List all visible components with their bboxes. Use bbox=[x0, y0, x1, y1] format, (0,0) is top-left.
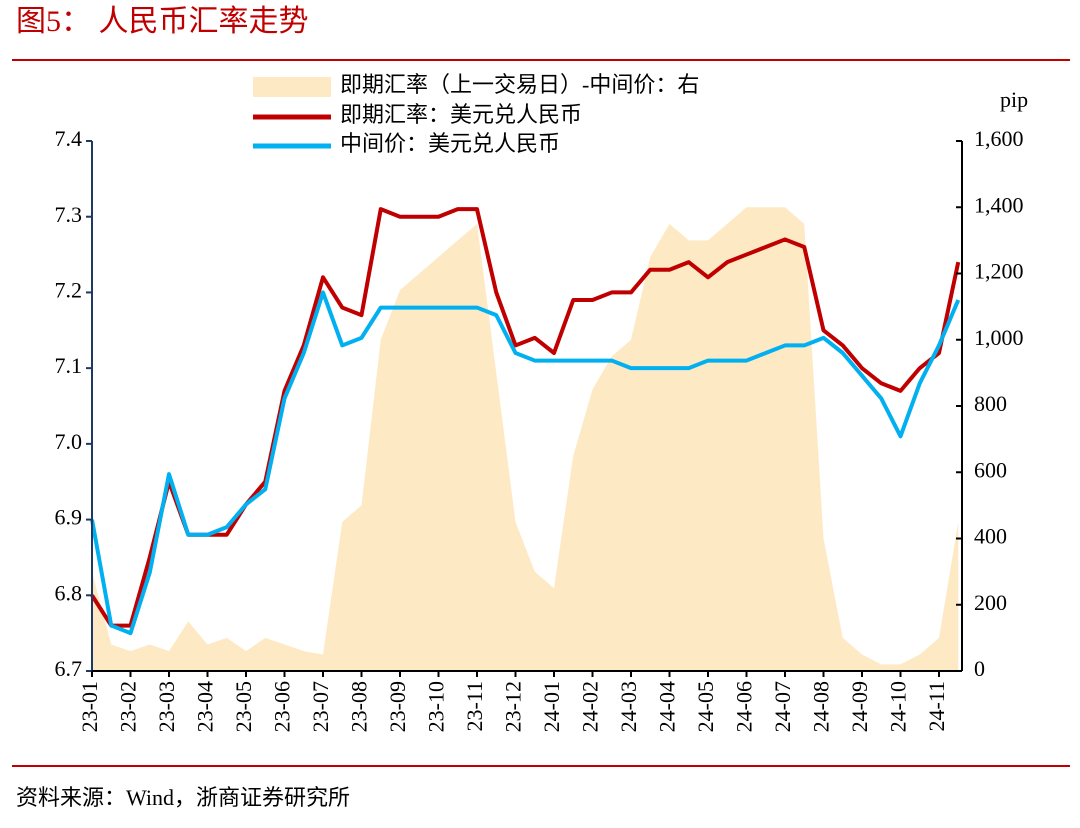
x-tick-label: 24-03 bbox=[616, 681, 641, 732]
chart-title: 图5： 人民币汇率走势 bbox=[16, 5, 309, 38]
y2-tick-label: 200 bbox=[974, 590, 1007, 615]
x-tick-label: 24-11 bbox=[924, 681, 949, 732]
line bbox=[90, 207, 961, 628]
legend-swatch bbox=[253, 77, 331, 97]
x-tick-label: 24-06 bbox=[732, 681, 757, 732]
y2-tick-label: 600 bbox=[974, 457, 1007, 482]
x-tick-label: 23-03 bbox=[154, 681, 179, 732]
area bbox=[92, 207, 959, 671]
x-tick-label: 23-04 bbox=[193, 681, 218, 732]
x-tick-label: 23-05 bbox=[231, 681, 256, 732]
y2-tick-label: 1,600 bbox=[974, 126, 1024, 151]
x-tick-label: 23-11 bbox=[462, 681, 487, 732]
legend-label: 即期汇率（上一交易日）-中间价：右 bbox=[340, 72, 699, 97]
y2-tick-label: 1,000 bbox=[974, 325, 1024, 350]
x-tick-label: 24-08 bbox=[809, 681, 834, 732]
legend-label: 中间价：美元兑人民币 bbox=[340, 131, 560, 156]
x-tick-label: 23-06 bbox=[270, 681, 295, 732]
x-tick-label: 23-02 bbox=[116, 681, 141, 732]
y-tick-label: 7.0 bbox=[55, 429, 83, 454]
y2-tick-label: 800 bbox=[974, 391, 1007, 416]
line bbox=[90, 290, 961, 636]
x-tick-label: 24-07 bbox=[770, 681, 795, 732]
x-tick-label: 24-09 bbox=[847, 681, 872, 732]
y-tick-label: 7.2 bbox=[55, 277, 83, 302]
source: 资料来源：Wind，浙商证券研究所 bbox=[16, 785, 350, 810]
x-tick-label: 23-10 bbox=[424, 681, 449, 732]
x-tick-label: 23-12 bbox=[501, 681, 526, 732]
y-tick-label: 7.4 bbox=[55, 126, 83, 151]
y-tick-label: 6.9 bbox=[55, 505, 83, 530]
y2-tick-label: 0 bbox=[974, 656, 985, 681]
x-tick-label: 24-01 bbox=[539, 681, 564, 732]
x-tick-label: 23-09 bbox=[385, 681, 410, 732]
legend-label: 即期汇率：美元兑人民币 bbox=[340, 102, 582, 127]
y2-axis-label: pip bbox=[1000, 87, 1028, 112]
y-tick-label: 6.7 bbox=[55, 656, 83, 681]
y2-tick-label: 400 bbox=[974, 524, 1007, 549]
x-tick-label: 24-05 bbox=[693, 681, 718, 732]
x-tick-label: 24-04 bbox=[655, 681, 680, 732]
x-tick-label: 24-10 bbox=[886, 681, 911, 732]
y2-tick-label: 1,200 bbox=[974, 259, 1024, 284]
y-tick-label: 7.3 bbox=[55, 202, 83, 227]
y-tick-label: 6.8 bbox=[55, 580, 83, 605]
x-tick-label: 23-01 bbox=[77, 681, 102, 732]
y-tick-label: 7.1 bbox=[55, 353, 83, 378]
y2-tick-label: 1,400 bbox=[974, 192, 1024, 217]
x-tick-label: 23-07 bbox=[308, 681, 333, 732]
x-tick-label: 24-02 bbox=[578, 681, 603, 732]
x-tick-label: 23-08 bbox=[347, 681, 372, 732]
